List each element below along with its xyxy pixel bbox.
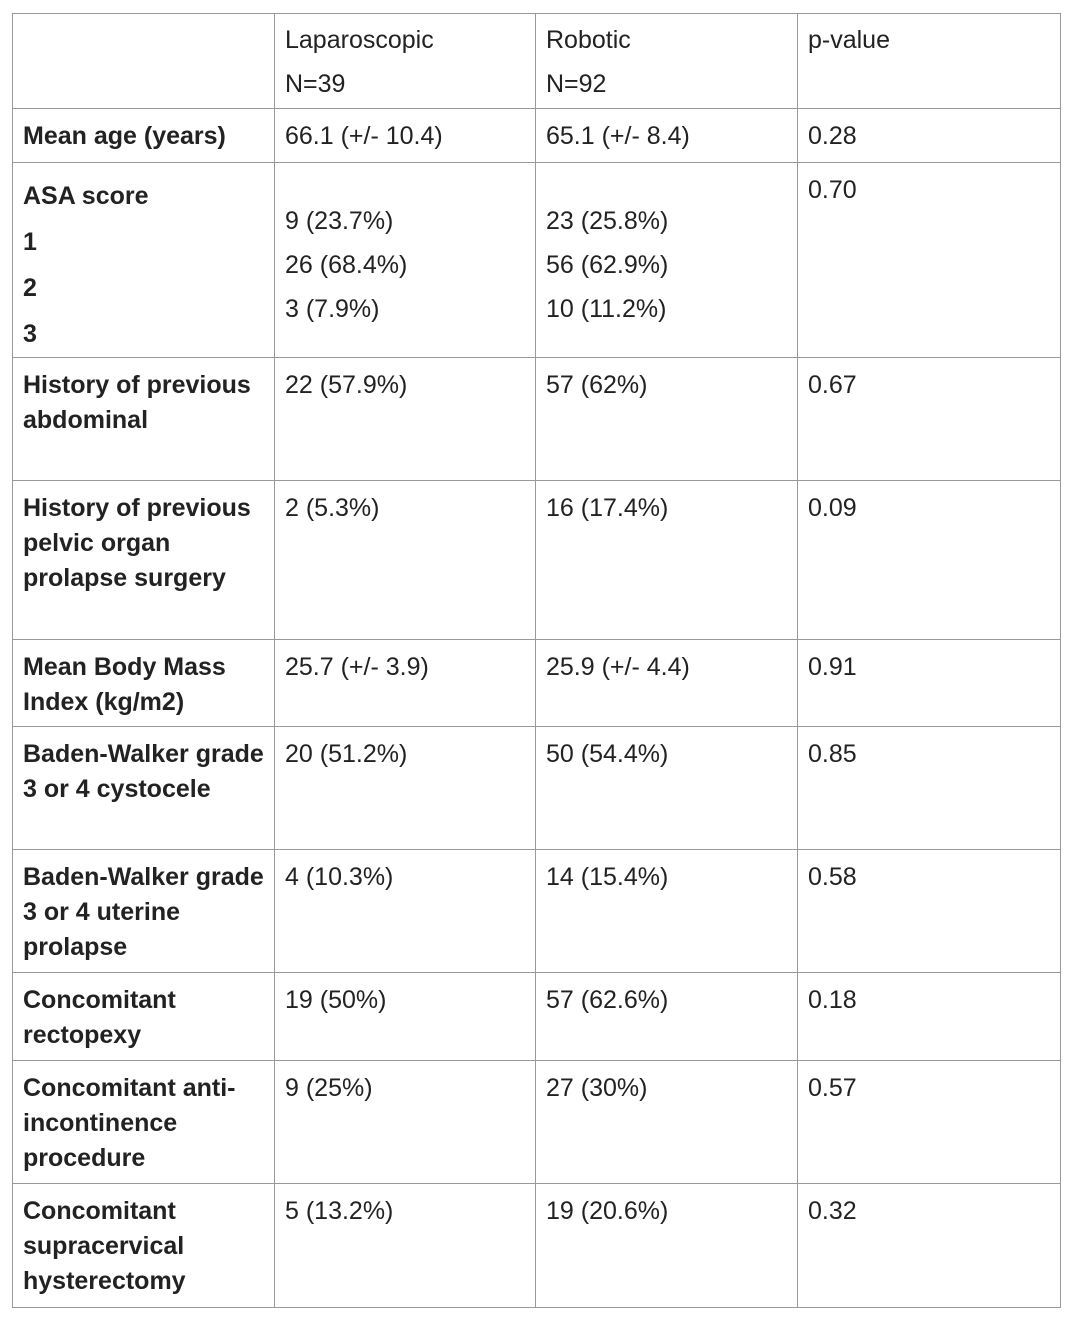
cell-line: 26 (68.4%) [285,251,408,279]
table-row: History of previous abdominal 22 (57.9%) 5… [12,357,1061,481]
cell: 0.09 [797,480,1061,640]
cell-line: 3 [23,320,37,348]
data-table: Laparoscopic N=39 Robotic N=92 p-value Mean … [12,13,1061,1308]
cell-line: 1 [23,228,37,256]
cell: Robotic N=92 [535,13,798,109]
cell: 16 (17.4%) [535,480,798,640]
cell-line: 10 (11.2%) [546,295,667,323]
table-row: Concomitant supracervical hysterectomy 5 … [12,1183,1061,1308]
cell-line: 9 (23.7%) [285,207,394,235]
table-row: Mean Body Mass Index (kg/m2) 25.7 (+/- 3.… [12,639,1061,727]
cell: 66.1 (+/- 10.4) [274,108,536,163]
cell: 14 (15.4%) [535,849,798,973]
cell: 25.9 (+/- 4.4) [535,639,798,727]
table-row: ASA score 1 2 3 9 (23.7%) 26 (68.4%) 3 (7.9%) 2… [12,162,1061,358]
cell: 57 (62%) [535,357,798,481]
cell: 2 (5.3%) [274,480,536,640]
row-label: Mean age (years) [12,108,275,163]
table-row: History of previous pelvic organ prolaps… [12,480,1061,640]
row-label: Concomitant supracervical hysterectomy [12,1183,275,1308]
row-label: Baden-Walker grade 3 or 4 uterine prolap… [12,849,275,973]
row-label: Concomitant anti-incontinence procedure [12,1060,275,1184]
cell: 50 (54.4%) [535,726,798,850]
cell: 0.91 [797,639,1061,727]
row-label: Mean Body Mass Index (kg/m2) [12,639,275,727]
cell: Laparoscopic N=39 [274,13,536,109]
cell: 0.85 [797,726,1061,850]
cell: 5 (13.2%) [274,1183,536,1308]
row-label: History of previous pelvic organ prolaps… [12,480,275,640]
table-header: Laparoscopic N=39 Robotic N=92 p-value [12,13,1061,109]
cell: 0.18 [797,972,1061,1061]
cell: 20 (51.2%) [274,726,536,850]
header-row: Laparoscopic N=39 Robotic N=92 p-value [12,13,1061,109]
cell: 0.67 [797,357,1061,481]
row-label: Baden-Walker grade 3 or 4 cystocele [12,726,275,850]
cell: 27 (30%) [535,1060,798,1184]
cell: 0.58 [797,849,1061,973]
row-label: History of previous abdominal [12,357,275,481]
cell: 9 (23.7%) 26 (68.4%) 3 (7.9%) [274,162,536,358]
cell-line: N=92 [546,70,607,98]
cell-line: p-value [808,26,890,54]
cell: 0.57 [797,1060,1061,1184]
cell [12,13,275,109]
cell-line: Laparoscopic [285,26,434,54]
row-label: Concomitant rectopexy [12,972,275,1061]
cell-line: 56 (62.9%) [546,251,669,279]
cell: 19 (20.6%) [535,1183,798,1308]
cell: 65.1 (+/- 8.4) [535,108,798,163]
cell: 0.32 [797,1183,1061,1308]
cell-line: N=39 [285,70,346,98]
table-row: Baden-Walker grade 3 or 4 cystocele 20 (5… [12,726,1061,850]
cell-line: 23 (25.8%) [546,207,669,235]
cell: 9 (25%) [274,1060,536,1184]
cell: 0.28 [797,108,1061,163]
table-body: Mean age (years) 66.1 (+/- 10.4) 65.1 (+/-… [12,108,1061,1308]
table-row: Concomitant anti-incontinence procedure 9… [12,1060,1061,1184]
cell: 19 (50%) [274,972,536,1061]
cell-line: Robotic [546,26,631,54]
cell: 57 (62.6%) [535,972,798,1061]
cell-line: 3 (7.9%) [285,295,380,323]
table-row: Concomitant rectopexy 19 (50%) 57 (62.6%) 0… [12,972,1061,1061]
cell: 25.7 (+/- 3.9) [274,639,536,727]
cell: 23 (25.8%) 56 (62.9%) 10 (11.2%) [535,162,798,358]
cell-line: ASA score [23,182,149,210]
table-row: Mean age (years) 66.1 (+/- 10.4) 65.1 (+/-… [12,108,1061,163]
cell-line: 2 [23,274,37,302]
cell: p-value [797,13,1061,109]
cell: 4 (10.3%) [274,849,536,973]
cell: 0.70 [797,162,1061,358]
cell: 22 (57.9%) [274,357,536,481]
row-label: ASA score 1 2 3 [12,162,275,358]
table-row: Baden-Walker grade 3 or 4 uterine prolap… [12,849,1061,973]
